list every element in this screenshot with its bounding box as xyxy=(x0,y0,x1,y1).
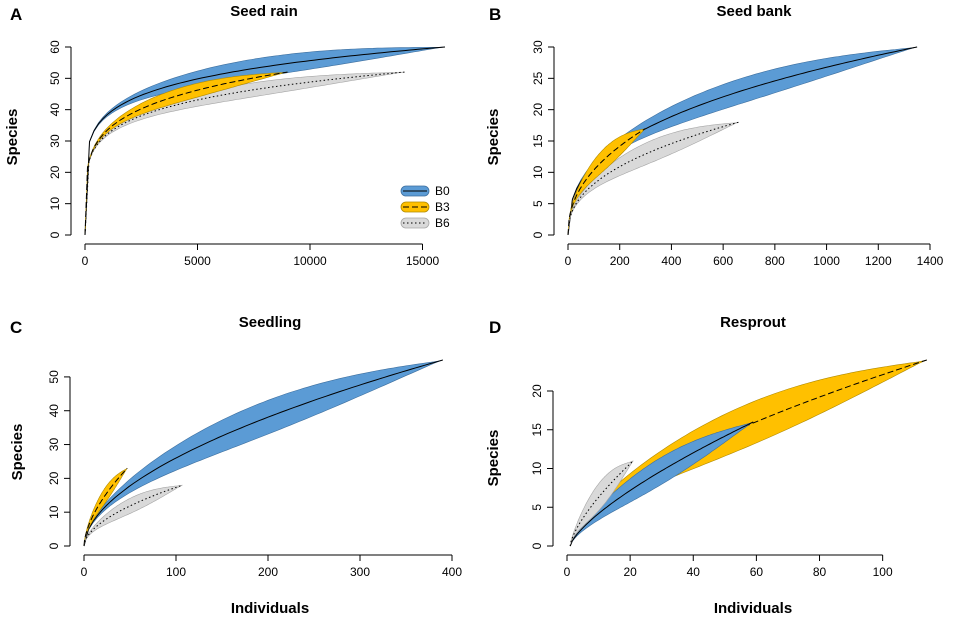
y-tick-label-c: 40 xyxy=(47,404,61,418)
series-line-c-b0 xyxy=(83,359,443,547)
y-tick-label-c: 50 xyxy=(47,370,61,384)
y-tick-label-a: 20 xyxy=(48,165,62,179)
x-tick-label-d: 0 xyxy=(564,565,571,579)
panel-letter-d: D xyxy=(489,318,501,337)
series-line-d-b3 xyxy=(569,359,927,547)
y-tick-label-b: 25 xyxy=(531,71,545,85)
x-tick-label-d: 100 xyxy=(873,565,893,579)
series-line-b-b3 xyxy=(567,128,646,236)
series-line-c-b6 xyxy=(83,484,183,547)
plot-area-d: 0 20 40 60 80 100 0 5 10 15 20 xyxy=(530,359,927,579)
y-tick-label-a: 50 xyxy=(48,71,62,85)
ci-band-b-b6 xyxy=(567,121,739,236)
y-tick-label-c: 30 xyxy=(47,438,61,452)
legend-label-b3: B3 xyxy=(435,200,450,214)
x-tick-label-c: 400 xyxy=(442,565,462,579)
panel-a: A Seed rain Species 0 5000 10000 15000 0 10 20… xyxy=(4,3,446,268)
y-tick-label-b: 15 xyxy=(531,134,545,148)
y-tick-label-d: 15 xyxy=(530,423,544,437)
plot-area-c: 0 100 200 300 400 0 10 20 30 40 50 xyxy=(47,359,462,579)
y-axis-label-a: Species xyxy=(4,109,21,166)
x-tick-label-a: 10000 xyxy=(293,254,327,268)
ci-band-d-b6 xyxy=(569,460,634,547)
y-tick-label-a: 10 xyxy=(48,197,62,211)
x-tick-label-d: 80 xyxy=(813,565,827,579)
panel-title-a: Seed rain xyxy=(230,3,298,20)
y-tick-label-a: 30 xyxy=(48,134,62,148)
ci-band-d-b0 xyxy=(569,421,754,547)
x-tick-label-b: 0 xyxy=(565,254,572,268)
series-line-d-b6 xyxy=(569,460,634,547)
ci-band-a-b3 xyxy=(84,71,288,236)
ci-band-c-b0 xyxy=(83,359,443,547)
x-tick-label-c: 100 xyxy=(166,565,186,579)
x-tick-label-b: 600 xyxy=(713,254,733,268)
panel-letter-b: B xyxy=(489,5,501,24)
panel-title-d: Resprout xyxy=(720,314,786,331)
y-tick-label-d: 0 xyxy=(530,542,544,549)
y-axis-label-c: Species xyxy=(9,424,26,481)
x-axis-label-d: Individuals xyxy=(714,600,792,617)
y-tick-label-b: 0 xyxy=(531,231,545,238)
x-tick-label-d: 60 xyxy=(750,565,764,579)
x-tick-label-c: 200 xyxy=(258,565,278,579)
x-tick-label-d: 40 xyxy=(687,565,701,579)
y-tick-label-b: 10 xyxy=(531,165,545,179)
x-tick-label-a: 5000 xyxy=(184,254,211,268)
x-tick-label-c: 0 xyxy=(81,565,88,579)
y-tick-label-c: 0 xyxy=(47,542,61,549)
panel-c: C Seedling Species Individuals 0 100 200 30… xyxy=(9,314,462,617)
x-tick-label-b: 1400 xyxy=(917,254,944,268)
y-axis-label-d: Species xyxy=(485,430,502,487)
x-tick-label-c: 300 xyxy=(350,565,370,579)
series-line-a-b6 xyxy=(84,71,405,236)
y-tick-label-d: 10 xyxy=(530,462,544,476)
y-tick-label-b: 20 xyxy=(531,103,545,117)
x-tick-label-d: 20 xyxy=(623,565,637,579)
y-tick-label-a: 40 xyxy=(48,103,62,117)
y-tick-label-a: 60 xyxy=(48,40,62,54)
y-tick-label-d: 5 xyxy=(530,504,544,511)
x-tick-label-b: 1200 xyxy=(865,254,892,268)
panel-letter-c: C xyxy=(10,318,22,337)
x-tick-label-a: 15000 xyxy=(406,254,440,268)
y-tick-label-b: 30 xyxy=(531,40,545,54)
plot-area-a: 0 5000 10000 15000 0 10 20 30 40 50 60 xyxy=(48,40,446,268)
series-line-a-b0 xyxy=(84,46,446,236)
x-axis-label-c: Individuals xyxy=(231,600,309,617)
panel-b: B Seed bank Species 0 200 400 600 800 1000 120… xyxy=(485,3,944,268)
y-tick-label-c: 10 xyxy=(47,505,61,519)
x-tick-label-b: 200 xyxy=(610,254,630,268)
panel-d: D Resprout Species Individuals 0 20 40 60 80… xyxy=(485,314,927,617)
y-tick-label-d: 20 xyxy=(530,384,544,398)
x-tick-label-b: 1000 xyxy=(813,254,840,268)
x-tick-label-b: 800 xyxy=(765,254,785,268)
panel-title-b: Seed bank xyxy=(716,3,792,20)
series-line-c-b3 xyxy=(83,467,128,547)
y-axis-label-b: Species xyxy=(485,109,502,166)
y-tick-label-b: 5 xyxy=(531,200,545,207)
y-tick-label-a: 0 xyxy=(48,231,62,238)
y-tick-label-c: 20 xyxy=(47,471,61,485)
x-tick-label-a: 0 xyxy=(82,254,89,268)
plot-area-b: 0 200 400 600 800 1000 1200 1400 0 5 10 15 20 25 30 xyxy=(531,40,944,268)
legend-label-b0: B0 xyxy=(435,184,450,198)
ci-band-c-b6 xyxy=(83,484,183,547)
panel-title-c: Seedling xyxy=(239,314,302,331)
series-line-a-b3 xyxy=(84,71,288,236)
series-line-b-b6 xyxy=(567,121,739,236)
series-line-d-b0 xyxy=(569,421,754,547)
ci-band-d-b3 xyxy=(569,359,927,547)
legend: B0 B3 B6 xyxy=(400,184,450,230)
panel-letter-a: A xyxy=(10,5,22,24)
x-tick-label-b: 400 xyxy=(661,254,681,268)
legend-label-b6: B6 xyxy=(435,216,450,230)
